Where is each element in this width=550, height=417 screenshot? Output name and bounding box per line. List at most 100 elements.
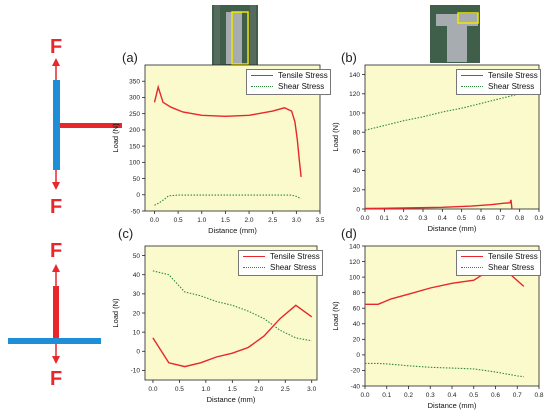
x-tick-label: 1.0 [197, 217, 206, 224]
force-label-bottom-lower: F [50, 368, 63, 390]
panel-label-a: (a) [122, 50, 138, 65]
legend-b-tensile-label: Tensile Stress [488, 71, 538, 80]
x-tick-label: 0.0 [148, 386, 157, 393]
x-tick-label: 0.6 [491, 392, 500, 399]
y-tick-label: 40 [353, 168, 361, 175]
x-tick-label: 0.2 [404, 392, 413, 399]
y-axis-title: Load (N) [111, 123, 120, 153]
legend-b-shear: Shear Stress [457, 81, 540, 92]
x-tick-label: 0.9 [534, 215, 543, 222]
legend-d-shear-label: Shear Stress [488, 263, 535, 272]
thumbnail-a [212, 5, 258, 66]
y-tick-label: 140 [349, 72, 360, 79]
x-tick-label: 0.7 [496, 215, 505, 222]
legend-c: Tensile Stress Shear Stress [238, 250, 323, 276]
legend-d: Tensile Stress Shear Stress [456, 250, 541, 276]
panel-label-c: (c) [118, 226, 134, 241]
y-tick-label: 50 [133, 176, 141, 183]
x-tick-label: 0.4 [447, 392, 456, 399]
shear-stress-line [364, 93, 520, 131]
top-horizontal-member [60, 123, 122, 128]
legend-c-tensile: Tensile Stress [239, 251, 322, 262]
x-tick-label: 3.5 [315, 217, 324, 224]
bottom-joint-diagram [8, 264, 101, 364]
legend-d-tensile: Tensile Stress [457, 251, 540, 262]
force-diagrams [8, 58, 122, 364]
legend-a-tensile: Tensile Stress [247, 70, 330, 81]
y-axis-title: Load (N) [111, 298, 120, 328]
panel-label-b: (b) [341, 50, 357, 65]
y-tick-label: -40 [351, 383, 361, 390]
x-tick-label: 0.6 [476, 215, 485, 222]
x-tick-label: 0.5 [457, 215, 466, 222]
x-axis-title: Distance (mm) [428, 401, 477, 410]
legend-d-tensile-label: Tensile Stress [488, 252, 538, 261]
y-tick-label: 80 [353, 290, 361, 297]
x-tick-label: 0.0 [360, 215, 369, 222]
y-tick-label: 100 [129, 160, 140, 167]
y-tick-label: 60 [353, 306, 361, 313]
y-tick-label: 40 [353, 321, 361, 328]
y-axis-title: Load (N) [331, 122, 340, 152]
y-tick-label: 30 [133, 291, 141, 298]
force-label-top-lower: F [50, 196, 63, 218]
y-tick-label: 0 [356, 206, 360, 213]
y-tick-label: 100 [349, 110, 360, 117]
x-tick-label: 2.0 [245, 217, 254, 224]
tensile-stress-line [153, 84, 302, 177]
top-vertical-member [53, 80, 60, 170]
y-axis-title: Load (N) [331, 301, 340, 331]
y-tick-label: 10 [133, 329, 141, 336]
x-tick-label: 0.1 [380, 215, 389, 222]
y-tick-label: 200 [129, 127, 140, 134]
top-up-arrow-head [52, 58, 60, 66]
legend-b-tensile: Tensile Stress [457, 70, 540, 81]
x-tick-label: 0.3 [426, 392, 435, 399]
y-tick-label: 250 [129, 111, 140, 118]
top-joint-diagram [52, 58, 122, 190]
x-tick-label: 1.5 [221, 217, 230, 224]
y-tick-label: 0 [136, 192, 140, 199]
panel-label-d: (d) [341, 226, 357, 241]
x-tick-label: 0.0 [360, 392, 369, 399]
y-tick-label: 60 [353, 149, 361, 156]
x-tick-label: 0.5 [174, 217, 183, 224]
legend-c-shear: Shear Stress [239, 262, 322, 273]
bottom-horizontal-member [8, 338, 101, 344]
y-tick-label: 80 [353, 130, 361, 137]
y-tick-label: 40 [133, 272, 141, 279]
legend-a-shear-label: Shear Stress [278, 82, 325, 91]
x-axis-title: Distance (mm) [207, 395, 256, 404]
y-tick-label: 100 [349, 274, 360, 281]
x-axis-title: Distance (mm) [208, 226, 257, 235]
y-tick-label: 20 [133, 310, 141, 317]
y-tick-label: 50 [133, 253, 141, 260]
tensile-stress-line [152, 304, 313, 368]
x-tick-label: 0.0 [150, 217, 159, 224]
x-tick-label: 0.3 [418, 215, 427, 222]
legend-b-shear-label: Shear Stress [488, 82, 535, 91]
x-tick-label: 0.2 [399, 215, 408, 222]
x-tick-label: 0.1 [382, 392, 391, 399]
y-tick-label: 20 [353, 337, 361, 344]
x-tick-label: 3.0 [307, 386, 316, 393]
legend-b: Tensile Stress Shear Stress [456, 69, 541, 95]
x-axis-title: Distance (mm) [428, 224, 477, 233]
x-tick-label: 2.5 [268, 217, 277, 224]
y-tick-label: 20 [353, 187, 361, 194]
y-tick-label: 300 [129, 95, 140, 102]
x-tick-label: 0.8 [534, 392, 543, 399]
x-tick-label: 1.5 [228, 386, 237, 393]
legend-d-shear: Shear Stress [457, 262, 540, 273]
y-tick-label: 120 [349, 259, 360, 266]
y-tick-label: 350 [129, 79, 140, 86]
bottom-down-arrow-head [52, 356, 60, 364]
y-tick-label: 0 [356, 352, 360, 359]
x-tick-label: 3.0 [292, 217, 301, 224]
legend-a-shear: Shear Stress [247, 81, 330, 92]
y-tick-label: -10 [131, 368, 141, 375]
y-tick-label: 150 [129, 143, 140, 150]
x-tick-label: 2.0 [254, 386, 263, 393]
y-tick-label: -20 [351, 368, 361, 375]
